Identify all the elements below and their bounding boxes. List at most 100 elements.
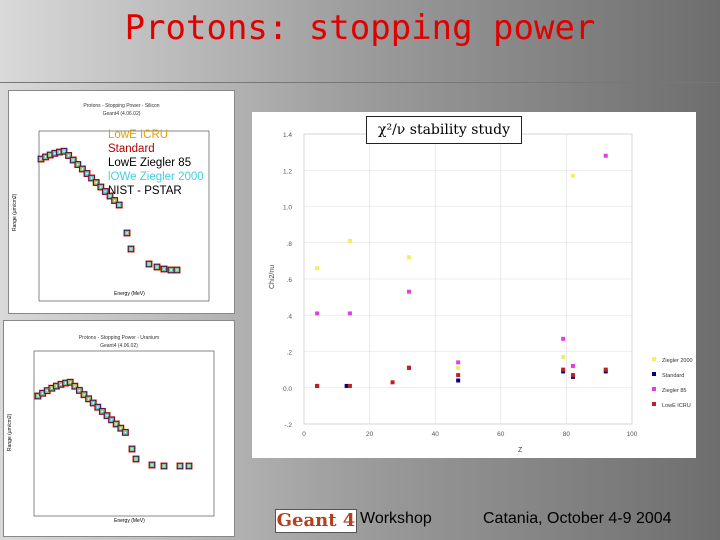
legend-item-lowe-ziegler-85: LowE Ziegler 85 xyxy=(108,157,192,169)
curve-marker xyxy=(148,461,156,469)
chi2-scatter-plot: -.2 0.0 .2 .4 .6 .8 1.0 1.2 1.4 0 20 40 60 80 100 Z Chi2… xyxy=(252,112,696,458)
curve-marker xyxy=(104,413,110,418)
curve-marker xyxy=(81,392,87,397)
data-point xyxy=(456,365,461,370)
data-point xyxy=(347,311,352,316)
data-point xyxy=(390,380,395,385)
x-tick-label: 100 xyxy=(627,431,638,438)
x-tick-label: 60 xyxy=(497,431,505,438)
top-plot-ylabel: Range (µm/cm2) xyxy=(12,193,18,231)
data-point xyxy=(456,378,461,383)
curve-marker xyxy=(168,267,174,273)
curve-marker xyxy=(61,148,67,155)
curve-marker xyxy=(129,247,133,251)
curve-marker xyxy=(69,156,77,164)
curve-marker xyxy=(77,388,82,393)
curve-marker xyxy=(161,463,167,469)
curve-marker xyxy=(88,175,95,181)
curve-marker xyxy=(96,405,100,409)
curve-marker xyxy=(85,171,89,176)
data-point xyxy=(603,367,608,372)
curve-marker xyxy=(109,418,114,422)
curve-marker xyxy=(83,170,91,177)
legend-marker xyxy=(652,402,656,406)
y-tick-label: 1.2 xyxy=(283,168,292,175)
curve-marker xyxy=(80,166,85,172)
curve-marker xyxy=(108,416,115,423)
curve-marker xyxy=(95,404,101,410)
curve-marker xyxy=(175,268,179,272)
curve-marker xyxy=(67,379,73,385)
curve-marker xyxy=(39,157,43,161)
y-tick-label: 1.4 xyxy=(283,132,292,139)
data-point xyxy=(570,173,575,178)
curve-marker xyxy=(92,179,100,186)
geant4-logo: Geant 4 xyxy=(275,509,357,533)
curve-marker xyxy=(81,391,87,398)
curve-marker xyxy=(100,409,105,414)
legend-item-lowe-icru: LowE ICRU xyxy=(108,129,169,141)
curve-marker xyxy=(80,167,85,171)
curve-marker xyxy=(154,264,160,270)
curve-marker xyxy=(65,152,73,159)
curve-marker xyxy=(76,387,83,394)
curve-marker xyxy=(162,267,166,271)
curve-marker xyxy=(108,416,116,424)
curve-marker xyxy=(71,382,79,390)
top-plot-canvas xyxy=(37,130,210,302)
curve-marker xyxy=(118,425,124,431)
curve-marker xyxy=(85,395,92,402)
curve-marker xyxy=(73,384,77,388)
curve-marker xyxy=(150,463,154,467)
data-point xyxy=(561,354,566,359)
data-point xyxy=(406,365,411,370)
data-point xyxy=(456,373,461,378)
curve-marker xyxy=(107,193,113,199)
curve-marker xyxy=(121,428,129,436)
curve-marker xyxy=(74,161,82,168)
top-stopping-power-plot: Protons - Stopping Power - Silicon Geant… xyxy=(8,90,235,314)
curve-marker xyxy=(91,401,95,405)
curve-marker xyxy=(67,379,74,386)
legend-marker xyxy=(652,372,656,376)
curve-marker xyxy=(40,391,45,395)
curve-marker xyxy=(160,462,168,470)
curve-marker xyxy=(89,399,97,407)
curve-marker xyxy=(75,386,83,394)
curve-marker xyxy=(186,463,192,469)
legend-marker xyxy=(652,387,656,391)
curve-marker xyxy=(133,456,139,462)
curve-marker xyxy=(65,152,72,159)
curve-marker xyxy=(66,153,71,158)
curve-marker xyxy=(149,462,155,468)
x-tick-label: 0 xyxy=(302,431,306,438)
curve-marker xyxy=(145,260,153,268)
legend-item-nist-pstar: NIST - PSTAR xyxy=(108,185,182,197)
curve-marker xyxy=(127,245,135,253)
curve-marker xyxy=(112,198,117,203)
title-divider xyxy=(0,82,720,83)
curve-marker xyxy=(101,188,109,195)
curve-marker xyxy=(72,383,78,389)
bottom-plot-ylabel: Range (µm/cm2) xyxy=(7,413,13,451)
curve-marker xyxy=(98,184,104,190)
legend-item-lowe-ziegler-2000: lOWe Ziegler 2000 xyxy=(108,171,204,183)
bottom-plot-subtitle: Geant4 (4.06.02) xyxy=(100,343,138,349)
curve-marker xyxy=(89,176,94,180)
curve-marker xyxy=(107,193,113,199)
x-tick-label: 40 xyxy=(432,431,440,438)
curve-marker xyxy=(99,185,103,189)
curve-marker xyxy=(97,183,105,191)
footer-workshop: Workshop xyxy=(360,510,432,527)
curve-marker xyxy=(132,455,140,463)
data-point xyxy=(406,255,411,260)
curve-marker xyxy=(117,203,121,207)
curve-marker xyxy=(57,150,62,154)
top-plot-xlabel: Energy (MeV) xyxy=(114,291,145,297)
bottom-plot-curve xyxy=(34,378,193,470)
curve-marker xyxy=(129,446,135,452)
curve-marker xyxy=(162,464,166,468)
curve-marker xyxy=(103,412,111,420)
curve-marker xyxy=(117,425,124,432)
y-tick-label: .2 xyxy=(287,350,293,357)
